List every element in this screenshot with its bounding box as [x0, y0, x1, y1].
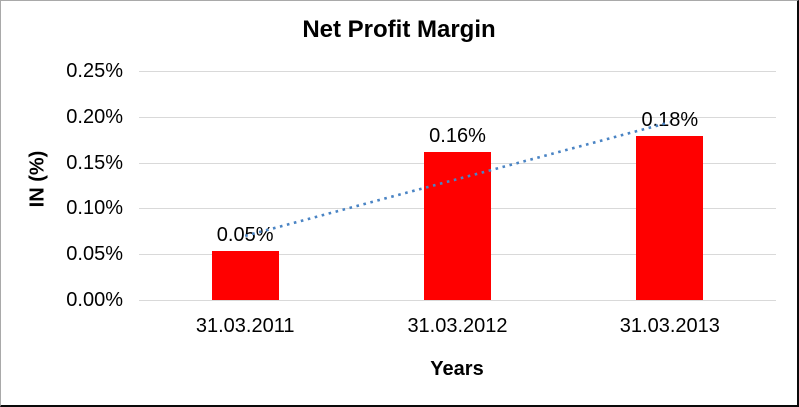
plot-area: 0.25% 0.20% 0.15% 0.10% 0.05% 0.00% 0.05% 31.03… — [66, 60, 776, 337]
x-axis-tick-label: 31.03.2011 — [195, 315, 295, 337]
y-axis-tick-label: 0.20% — [66, 105, 123, 128]
trendline-svg — [244, 121, 671, 238]
y-axis-tick-label: 0.25% — [66, 60, 123, 82]
bar-data-label: 0.16% — [429, 124, 486, 147]
gridline — [139, 300, 776, 301]
bar-31.03.2011 — [211, 250, 279, 300]
chart-title: Net Profit Margin — [302, 16, 496, 43]
y-axis-tick-label: 0.00% — [66, 289, 123, 311]
gridline — [139, 71, 776, 72]
x-axis-tick-label: 31.03.2012 — [407, 315, 508, 337]
x-axis-title: Years — [430, 358, 484, 380]
y-axis-tick-label: 0.15% — [66, 151, 123, 174]
y-axis-tick-label: 0.10% — [66, 197, 123, 220]
y-axis-tick-label: 0.05% — [66, 243, 123, 266]
trendline — [244, 121, 671, 238]
gridline — [139, 116, 776, 118]
bar-data-label: 0.05% — [216, 223, 274, 246]
bar-31.03.2013 — [636, 136, 704, 300]
y-axis-title: IN (%) — [26, 150, 49, 208]
bar-31.03.2012 — [424, 151, 491, 300]
x-axis-tick-label: 31.03.2013 — [619, 315, 720, 337]
